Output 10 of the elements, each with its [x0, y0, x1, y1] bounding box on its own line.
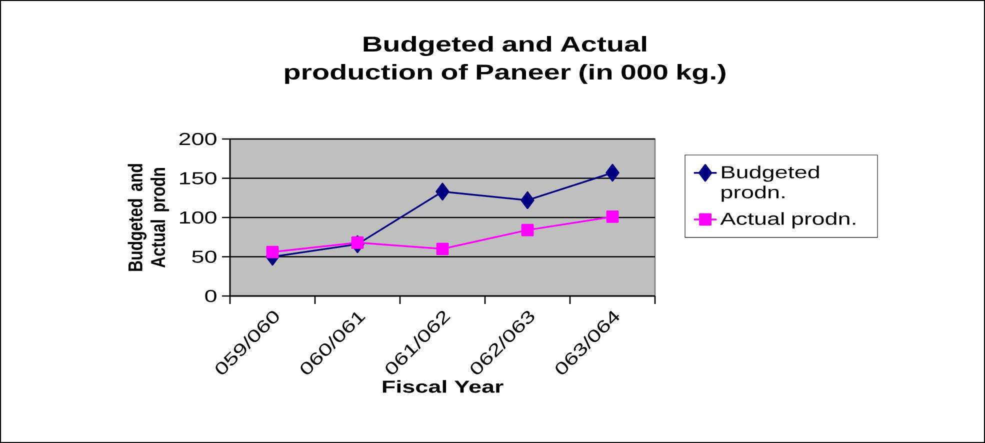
legend-label: Budgeted prodn. [722, 166, 819, 202]
y-tick-label: 50 [192, 250, 216, 263]
x-axis-title: Fiscal Year [382, 380, 504, 393]
y-axis-title: Budgeted and Actual prodn [128, 164, 170, 271]
y-tick-label: 200 [179, 132, 216, 146]
y-tick-label: 100 [180, 211, 216, 224]
chart-title: Budgeted and Actual production of Paneer (in 000 kg.) [285, 36, 726, 84]
y-tick-label: 150 [180, 172, 216, 184]
legend-label: Actual prodn. [720, 212, 856, 228]
y-tick-label: 0 [205, 290, 216, 302]
